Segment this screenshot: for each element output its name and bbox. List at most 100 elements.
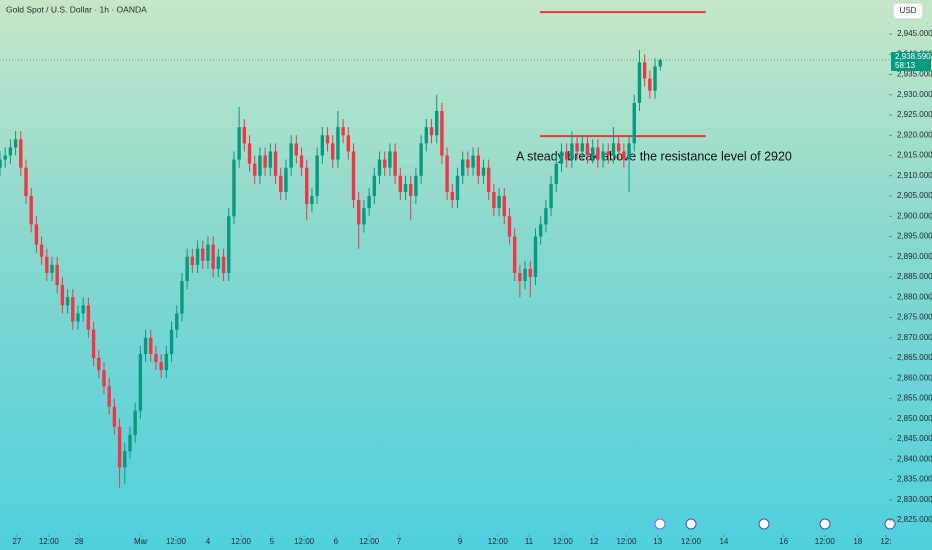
x-tick-label: 12:00 [488,537,509,546]
x-tick-label: 12:00 [616,537,637,546]
candle-body [133,410,137,435]
y-tick-label: 2,910.000 [897,171,932,180]
candle-body [455,175,460,201]
candle-body [180,281,184,314]
candle-body [206,244,210,261]
candle-body [138,353,143,411]
y-tick-label: 2,830.000 [897,495,932,504]
y-tick-label: 2,865.000 [897,353,932,362]
y-tick-label: 2,875.000 [897,313,932,322]
event-icon[interactable] [685,518,697,530]
candle-body [450,191,454,201]
candle-body [538,224,543,237]
candle-body [596,147,600,160]
y-tick-label: 2,885.000 [897,272,932,281]
candle-body [523,268,527,282]
candle-body [554,163,558,184]
x-tick-label: 28 [75,537,84,546]
candle-body [653,66,657,91]
candle-body [549,183,553,209]
candle-body [45,256,49,273]
x-tick-label: 12:00 [359,537,380,546]
x-tick-label: 7 [397,537,402,546]
candle-body [440,110,444,156]
candle-body [55,264,59,286]
candle-body [559,151,564,164]
x-tick-label: 12:00 [681,537,702,546]
candle-body [492,191,496,209]
event-icon[interactable] [819,518,831,530]
x-tick-label: 14 [719,537,728,546]
y-tick-label: 2,825.000 [897,515,932,524]
candle-body [466,159,470,168]
candle-body [544,208,548,225]
candle-body [39,244,44,257]
y-tick-label: 2,890.000 [897,252,932,261]
y-tick-label: 2,935.000 [897,70,932,79]
candle-body [154,353,158,363]
chart-title: Gold Spot / U.S. Dollar · 1h · OANDA [6,4,147,14]
candle-body [216,256,221,269]
candle-body [476,155,480,176]
candle-body [367,196,371,209]
candle-body [564,151,569,160]
candle-body [403,183,408,192]
candle-body [471,155,475,168]
candle-body [185,256,189,282]
candle-body [81,305,85,314]
candle-body [409,183,413,197]
candle-body [622,151,626,160]
candle-body [175,313,179,330]
x-tick-label: 12 [590,537,599,546]
candle-body [606,151,610,156]
candle-body [393,151,397,176]
y-tick-label: 2,900.000 [897,211,932,220]
candle-body [528,268,532,278]
candle-body [284,167,288,192]
candle-body [19,139,23,168]
candle-body [221,256,226,273]
x-tick-label: 6 [334,537,339,546]
x-tick-label: 13 [653,537,662,546]
candle-body [201,248,205,261]
candle-body [71,297,75,322]
candle-body [414,175,418,197]
candle-body [128,434,132,452]
x-tick-label: 11 [525,537,534,546]
candle-body [648,78,652,91]
x-tick-label: 18 [853,537,862,546]
candle-body [169,329,174,354]
candle-body [341,127,345,136]
y-tick-label: 2,835.000 [897,475,932,484]
candle-body [377,159,382,176]
candle-body [299,155,304,168]
candle-body [445,155,449,192]
currency[interactable]: USD [900,6,917,15]
candle-body [3,155,7,160]
candle-body [164,353,169,371]
currency-box[interactable] [892,2,924,20]
x-tick-label: 4 [206,537,211,546]
candle-body [50,264,54,273]
candle-body [533,236,538,278]
event-icon[interactable] [654,518,666,530]
candle-body [372,175,377,197]
event-icon[interactable] [884,518,896,530]
candle-body [29,196,33,225]
candle-body [351,151,356,201]
candle-body [143,337,148,354]
candle-body [102,370,106,387]
event-icon[interactable] [758,518,770,530]
candle-body [91,329,96,359]
candle-body [357,200,361,225]
x-tick-label: 12: [880,537,891,546]
candle-body [585,143,590,156]
candle-body [117,426,122,468]
x-tick-label: 12:00 [39,537,60,546]
countdown: 58:13 [895,61,916,70]
y-tick-label: 2,945.000 [897,29,932,38]
candle-body [268,151,273,168]
candle-body [512,236,517,273]
candle-body [320,135,325,156]
